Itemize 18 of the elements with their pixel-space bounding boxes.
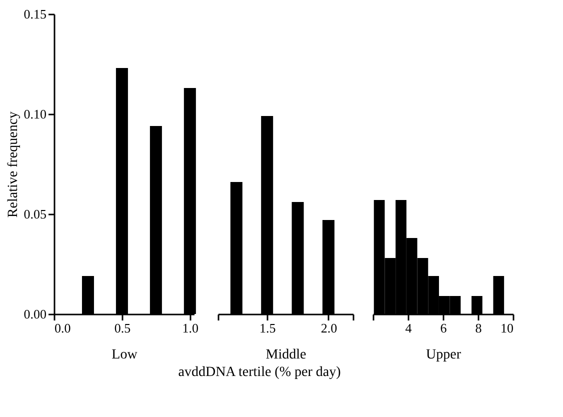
x-axis-title: Low bbox=[112, 348, 138, 362]
x-axis-title: Middle bbox=[266, 348, 306, 362]
x-tick-label: 6 bbox=[440, 320, 448, 336]
x-tick-label: 1.5 bbox=[259, 320, 276, 336]
y-tick-label: 0.10 bbox=[24, 106, 46, 122]
x-axis-title: Upper bbox=[426, 348, 462, 362]
x-tick-label: 8 bbox=[475, 320, 482, 336]
y-tick-label: 0.00 bbox=[24, 306, 46, 322]
x-tick-label: 4 bbox=[405, 320, 412, 336]
y-axis-title: Relative frequency bbox=[6, 111, 21, 218]
x-tick-label: 0.5 bbox=[114, 320, 131, 336]
text: avddDNA tertile (% per day) bbox=[178, 365, 342, 380]
y-tick-label: 0.15 bbox=[24, 6, 46, 22]
x-tick-label: 0.0 bbox=[54, 320, 71, 336]
x-tick-label: 10 bbox=[500, 320, 514, 336]
x-tick-label: 1.0 bbox=[182, 320, 199, 336]
x-tick-label: 2.0 bbox=[320, 320, 338, 336]
y-tick-label: 0.05 bbox=[24, 206, 46, 222]
